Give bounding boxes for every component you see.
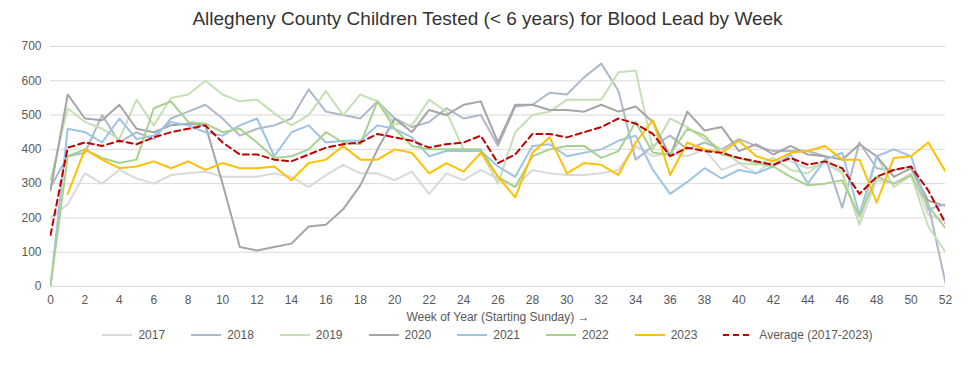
svg-text:30: 30 [560,293,574,307]
svg-text:36: 36 [663,293,677,307]
svg-text:2: 2 [82,293,89,307]
svg-text:44: 44 [801,293,815,307]
svg-text:12: 12 [250,293,264,307]
svg-text:40: 40 [732,293,746,307]
svg-text:14: 14 [285,293,299,307]
html-text:2019: 2019 [315,328,343,342]
html-text:2018: 2018 [227,328,254,342]
html-text:Average (2017-2023): Average (2017-2023) [759,328,873,342]
svg-text:300: 300 [21,176,41,190]
svg-text:24: 24 [457,293,471,307]
svg-text:34: 34 [629,293,643,307]
svg-text:26: 26 [491,293,505,307]
svg-text:6: 6 [150,293,157,307]
svg-text:46: 46 [836,293,850,307]
svg-text:100: 100 [21,245,41,259]
svg-text:10: 10 [216,293,230,307]
html-text:2021: 2021 [493,328,520,342]
svg-text:16: 16 [319,293,333,307]
svg-text:18: 18 [354,293,368,307]
svg-text:20: 20 [388,293,402,307]
svg-text:0: 0 [35,279,42,293]
html-text:2022: 2022 [582,328,609,342]
svg-text:500: 500 [21,108,41,122]
svg-text:Week of Year (Starting Sunday): Week of Year (Starting Sunday) → [406,310,589,324]
svg-text:32: 32 [595,293,609,307]
svg-text:48: 48 [870,293,884,307]
svg-text:22: 22 [422,293,436,307]
svg-text:0: 0 [47,293,54,307]
html-text:2020: 2020 [404,328,432,342]
svg-text:4: 4 [116,293,123,307]
html-text:2023: 2023 [670,328,698,342]
svg-text:50: 50 [904,293,918,307]
svg-text:52: 52 [939,293,953,307]
svg-text:400: 400 [21,142,41,156]
svg-text:38: 38 [698,293,712,307]
svg-text:42: 42 [767,293,781,307]
svg-text:28: 28 [526,293,540,307]
svg-text:700: 700 [21,39,41,53]
svg-text:200: 200 [21,211,41,225]
html-text:2017: 2017 [138,328,166,342]
html-text:Allegheny County Children Test: Allegheny County Children Tested (< 6 ye… [192,8,783,29]
svg-text:8: 8 [185,293,192,307]
svg-text:600: 600 [21,74,41,88]
